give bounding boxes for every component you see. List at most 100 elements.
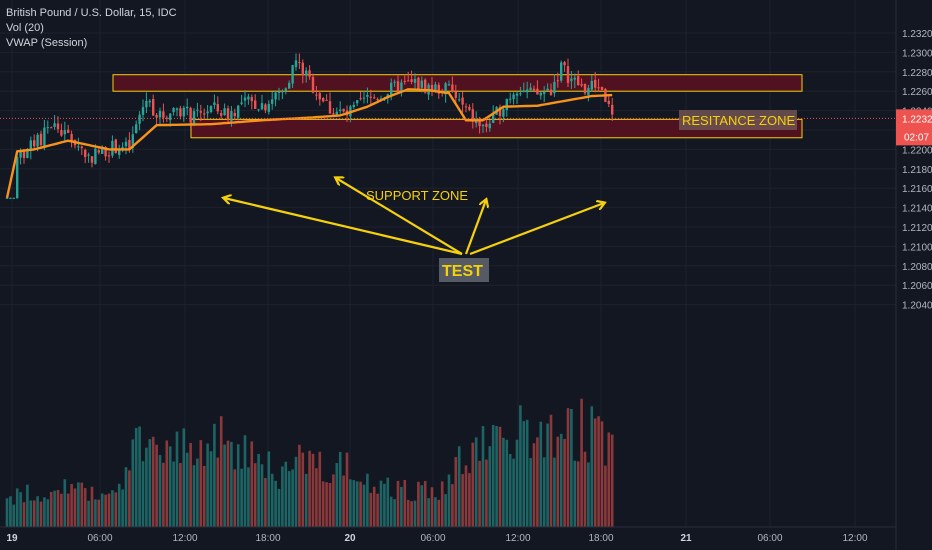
volume-bar (383, 483, 386, 527)
volume-bar (66, 493, 70, 527)
volume-bar (80, 482, 84, 527)
volume-bar (355, 481, 359, 527)
price-tick-label: 1.2040 (902, 301, 932, 312)
candle-body (305, 70, 308, 76)
price-tick-label: 1.2160 (902, 184, 932, 195)
candle-body (294, 60, 298, 68)
candle-body (114, 139, 117, 154)
price-axis[interactable]: 1.23201.23001.22801.22601.22401.22201.22… (902, 29, 932, 312)
test-arrows (224, 178, 604, 256)
volume-bar (70, 484, 73, 527)
volume-bar (168, 446, 172, 527)
candle-body (213, 102, 216, 105)
candle-body (169, 113, 172, 121)
candle-body (362, 97, 366, 99)
candle-body (124, 141, 128, 147)
volume-bar (451, 484, 454, 527)
time-tick-label: 19 (6, 533, 18, 544)
candle-body (318, 93, 321, 100)
volume-bar (583, 451, 587, 527)
volume-bar (464, 465, 468, 527)
volume-bar (576, 461, 580, 527)
candle-body (165, 117, 168, 119)
candle-body (403, 80, 406, 82)
volume-bar (417, 481, 420, 527)
volume-bar (600, 421, 604, 527)
candle-body (135, 124, 138, 134)
candle-body (152, 99, 155, 116)
candle-body (580, 83, 583, 86)
candle-body (488, 123, 491, 129)
candle-body (257, 109, 260, 111)
candle-body (597, 87, 600, 89)
volume-bar (607, 432, 611, 527)
volume-bar (345, 452, 349, 527)
bar-countdown: 02:07 (904, 132, 929, 143)
volume-bar (505, 439, 509, 527)
volume-bar (597, 416, 600, 527)
volume-bar (114, 492, 118, 527)
volume-bar (349, 479, 352, 527)
volume-bar (400, 486, 403, 527)
volume-bar (49, 491, 53, 527)
candle-body (356, 100, 359, 104)
volume-bar (155, 444, 158, 527)
volume-bar (9, 496, 12, 527)
candle-body (332, 113, 335, 115)
candle-body (492, 113, 495, 123)
vwap-indicator-label[interactable]: VWAP (Session) (6, 37, 88, 49)
candle-body (549, 89, 553, 95)
resistance-zone-box[interactable] (112, 74, 803, 92)
time-tick-label: 06:00 (87, 533, 112, 544)
volume-bar (563, 438, 566, 527)
volume-bar (386, 477, 390, 527)
volume-bar (94, 499, 97, 527)
volume-bar (437, 499, 441, 527)
volume-bar (308, 450, 311, 527)
candle-body (325, 99, 328, 101)
candle-body (90, 156, 94, 163)
candle-body (566, 66, 570, 83)
volume-bar (128, 470, 131, 527)
candle-body (509, 98, 512, 100)
volume-bar (410, 501, 413, 527)
volume-bar (247, 467, 250, 527)
volume-bar (366, 473, 369, 527)
candle-body (522, 90, 525, 92)
test-arrow (336, 178, 463, 255)
candle-body (464, 106, 468, 108)
volume-bar (491, 424, 495, 527)
time-tick-label: 20 (344, 533, 356, 544)
candle-body (70, 134, 73, 142)
volume-bar (291, 469, 294, 527)
volume-bar (77, 482, 80, 527)
candle-body (60, 130, 63, 136)
current-price-tag (896, 109, 932, 146)
time-axis[interactable]: 19 06:00 12:00 18:00 20 06:00 12:00 18:00 21 06:0… (6, 533, 868, 544)
candle-body (600, 86, 604, 90)
candle-body (281, 91, 284, 93)
candle-body (121, 146, 124, 149)
candle-body (529, 87, 532, 91)
volume-bar (223, 444, 226, 527)
candle-body (22, 150, 26, 158)
candle-body (19, 150, 22, 158)
volume-indicator-label[interactable]: Vol (20) (6, 22, 44, 34)
candle-body (519, 93, 522, 95)
volume-bar (610, 434, 614, 527)
volume-bar (379, 480, 383, 527)
volume-bar (29, 500, 33, 527)
candle-body (611, 104, 614, 115)
candle-body (254, 100, 257, 109)
candle-body (553, 81, 556, 94)
volume-bar (216, 457, 220, 527)
candle-body (543, 91, 546, 94)
symbol-title[interactable]: British Pound / U.S. Dollar, 15, IDC (6, 7, 177, 19)
volume-bar (185, 452, 189, 527)
volume-bar (104, 494, 107, 527)
candle-body (94, 148, 97, 165)
candle-body (175, 108, 179, 110)
candle-body (505, 98, 508, 110)
